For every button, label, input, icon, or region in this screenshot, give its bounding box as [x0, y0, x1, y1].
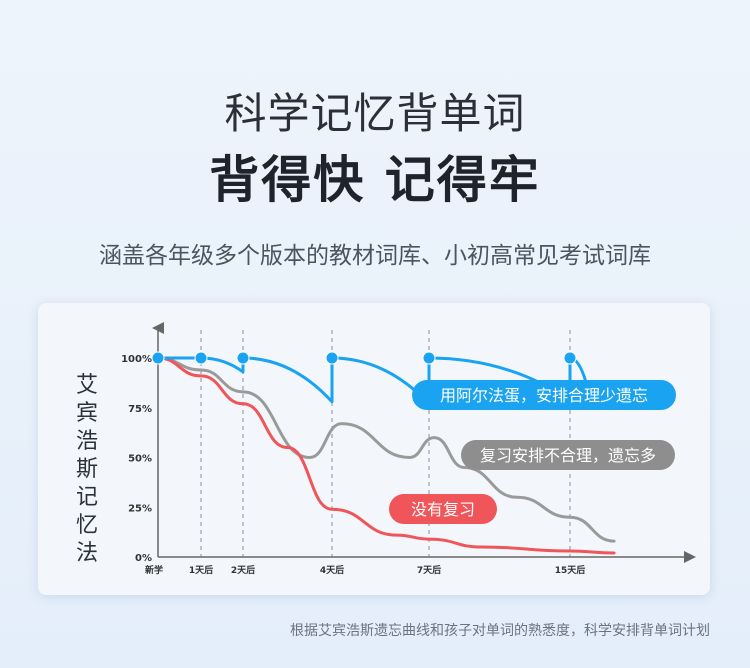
page-title: 科学记忆背单词	[224, 89, 526, 138]
review-point	[151, 351, 165, 365]
label-no-review-bg	[389, 494, 497, 524]
label-alpha-egg: 用阿尔法蛋，安排合理少遗忘	[412, 380, 676, 410]
label-alpha-egg-bg	[412, 380, 676, 410]
review-point	[194, 351, 208, 365]
series-line-no-review	[156, 356, 616, 555]
label-alpha-egg-text: 用阿尔法蛋，安排合理少遗忘	[440, 386, 648, 405]
method-label: 艾宾浩斯记忆法	[75, 373, 98, 566]
x-tick-label: 7天后	[417, 564, 441, 576]
label-irregular-review-bg	[461, 440, 675, 470]
y-tick-label: 50%	[128, 454, 152, 465]
review-point	[236, 351, 250, 365]
x-tick-label: 新学	[145, 564, 163, 576]
headline: 背得快 记得牢	[209, 151, 541, 209]
x-tick-label: 4天后	[320, 564, 344, 576]
y-tick-label: 0%	[135, 553, 152, 564]
y-tick-label: 75%	[128, 404, 152, 415]
label-irregular-review: 复习安排不合理，遗忘多	[461, 440, 675, 470]
x-tick-label: 2天后	[231, 564, 255, 576]
y-tick-label: 100%	[121, 354, 152, 365]
x-tick-label: 15天后	[555, 564, 586, 576]
y-tick-label: 25%	[128, 503, 152, 514]
label-no-review: 没有复习	[389, 494, 497, 524]
label-no-review-text: 没有复习	[411, 500, 475, 519]
review-point	[422, 351, 436, 365]
footer-note: 根据艾宾浩斯遗忘曲线和孩子对单词的熟悉度，科学安排背单词计划	[290, 623, 710, 639]
series-line-irregular-review	[156, 356, 616, 543]
x-tick-label: 1天后	[189, 564, 213, 576]
review-point	[325, 351, 339, 365]
subtitle: 涵盖各年级多个版本的教材词库、小初高常见考试词库	[99, 243, 651, 269]
label-irregular-review-text: 复习安排不合理，遗忘多	[480, 446, 656, 465]
review-point	[563, 351, 577, 365]
